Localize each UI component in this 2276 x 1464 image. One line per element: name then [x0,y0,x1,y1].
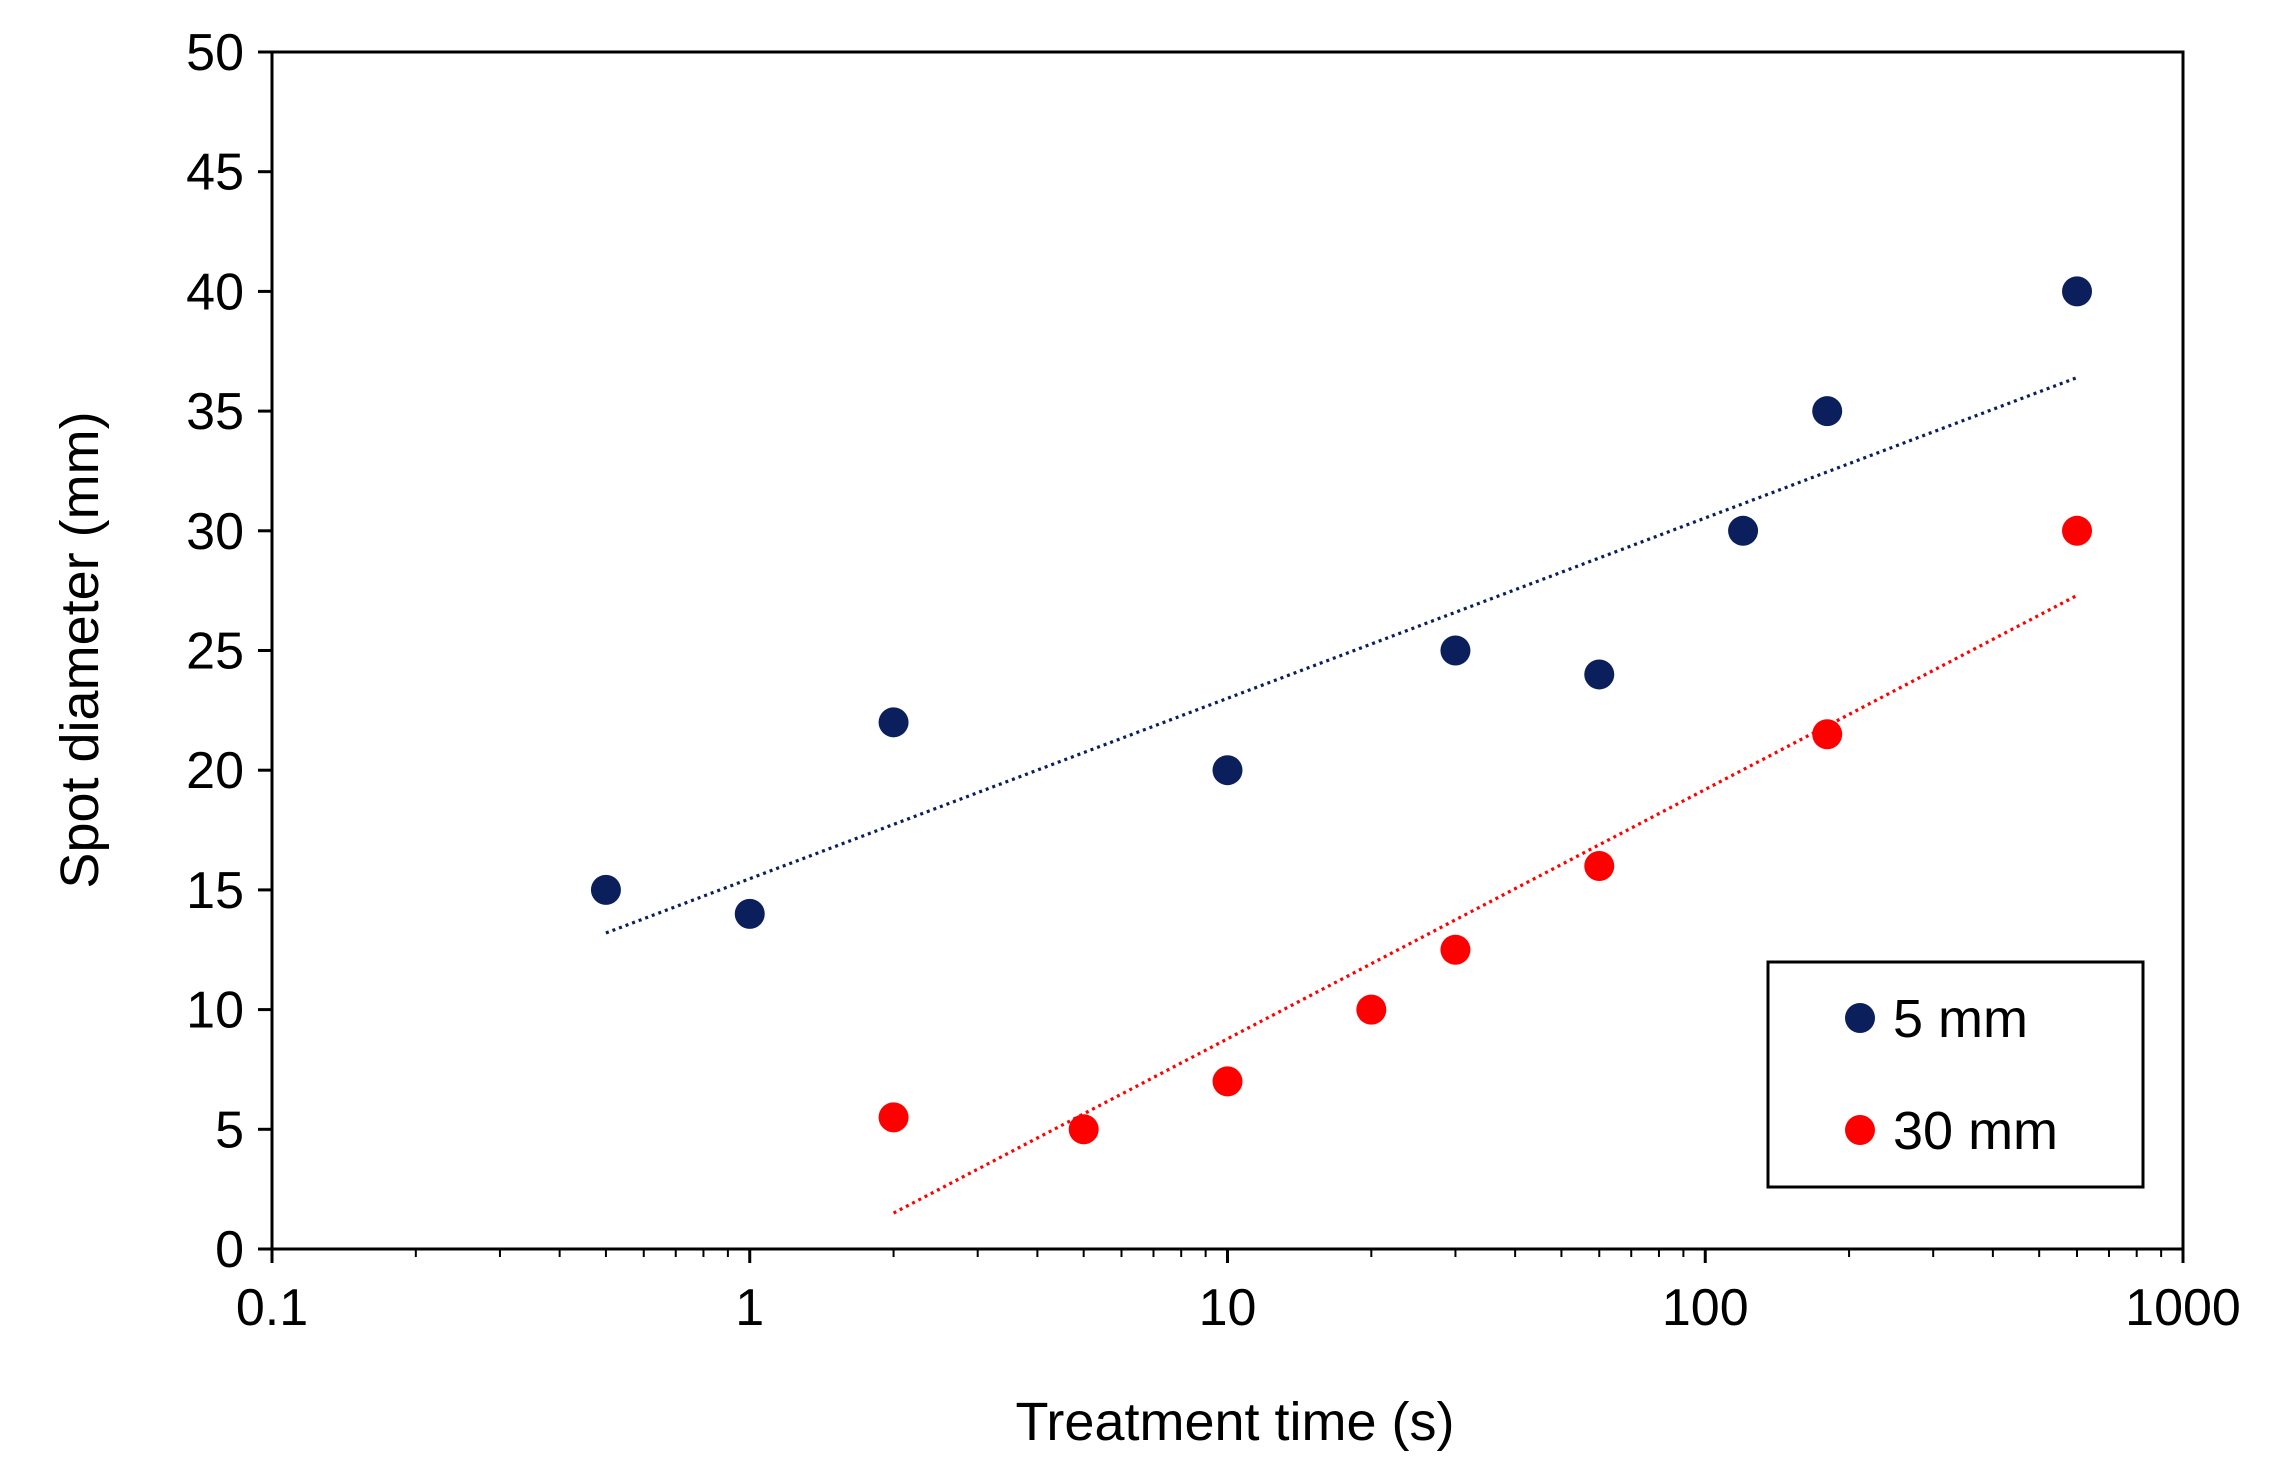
point-5mm [1440,635,1471,666]
y-tick-label: 50 [186,24,244,82]
point-30mm [878,1102,909,1133]
point-5mm [878,707,909,738]
point-30mm [2062,515,2093,546]
y-axis-title: Spot diameter (mm) [50,411,110,888]
data-points [590,276,2093,1145]
point-30mm [1812,719,1843,750]
point-5mm [734,898,765,929]
point-5mm [2062,276,2093,307]
x-tick-label: 1 [735,1279,764,1337]
y-tick-label: 40 [186,263,244,321]
x-axis-title: Treatment time (s) [1015,1392,1454,1452]
point-5mm [1728,515,1759,546]
legend-box [1766,960,2145,1189]
trendlines [605,376,2078,1215]
point-30mm [1584,850,1615,881]
point-5mm [1812,396,1843,427]
y-tick-label: 30 [186,503,244,561]
y-tick-label: 10 [186,982,244,1040]
legend-marker-5mm [1845,1003,1875,1033]
y-tick-label: 15 [186,862,244,920]
point-30mm [1356,994,1387,1025]
x-minor-ticks [414,1249,2163,1257]
x-tick-label: 100 [1662,1279,1749,1337]
legend-marker-30mm [1845,1115,1875,1145]
y-tick-label: 35 [186,383,244,441]
y-tick-label: 0 [215,1221,244,1279]
x-axis: 0.1 1 10 100 1000 [236,1249,2241,1337]
y-tick-label: 20 [186,742,244,800]
x-tick-label: 10 [1199,1279,1257,1337]
legend-label-30mm: 30 mm [1893,1101,2058,1161]
point-30mm [1068,1114,1099,1145]
y-tick-label: 25 [186,623,244,681]
legend: 5 mm 30 mm [1766,960,2145,1189]
legend-label-5mm: 5 mm [1893,989,2028,1049]
point-30mm [1212,1066,1243,1097]
point-5mm [1212,755,1243,786]
y-tick-label: 5 [215,1101,244,1159]
y-tick-label: 45 [186,144,244,202]
x-tick-label: 1000 [2125,1279,2241,1337]
y-axis: 0 5 10 15 20 25 30 35 40 45 50 [186,24,272,1279]
x-tick-label: 0.1 [236,1279,308,1337]
trendline-30mm [892,594,2078,1215]
trendline-5mm [605,376,2078,935]
point-30mm [1440,934,1471,965]
point-5mm [590,874,621,905]
point-5mm [1584,659,1615,690]
